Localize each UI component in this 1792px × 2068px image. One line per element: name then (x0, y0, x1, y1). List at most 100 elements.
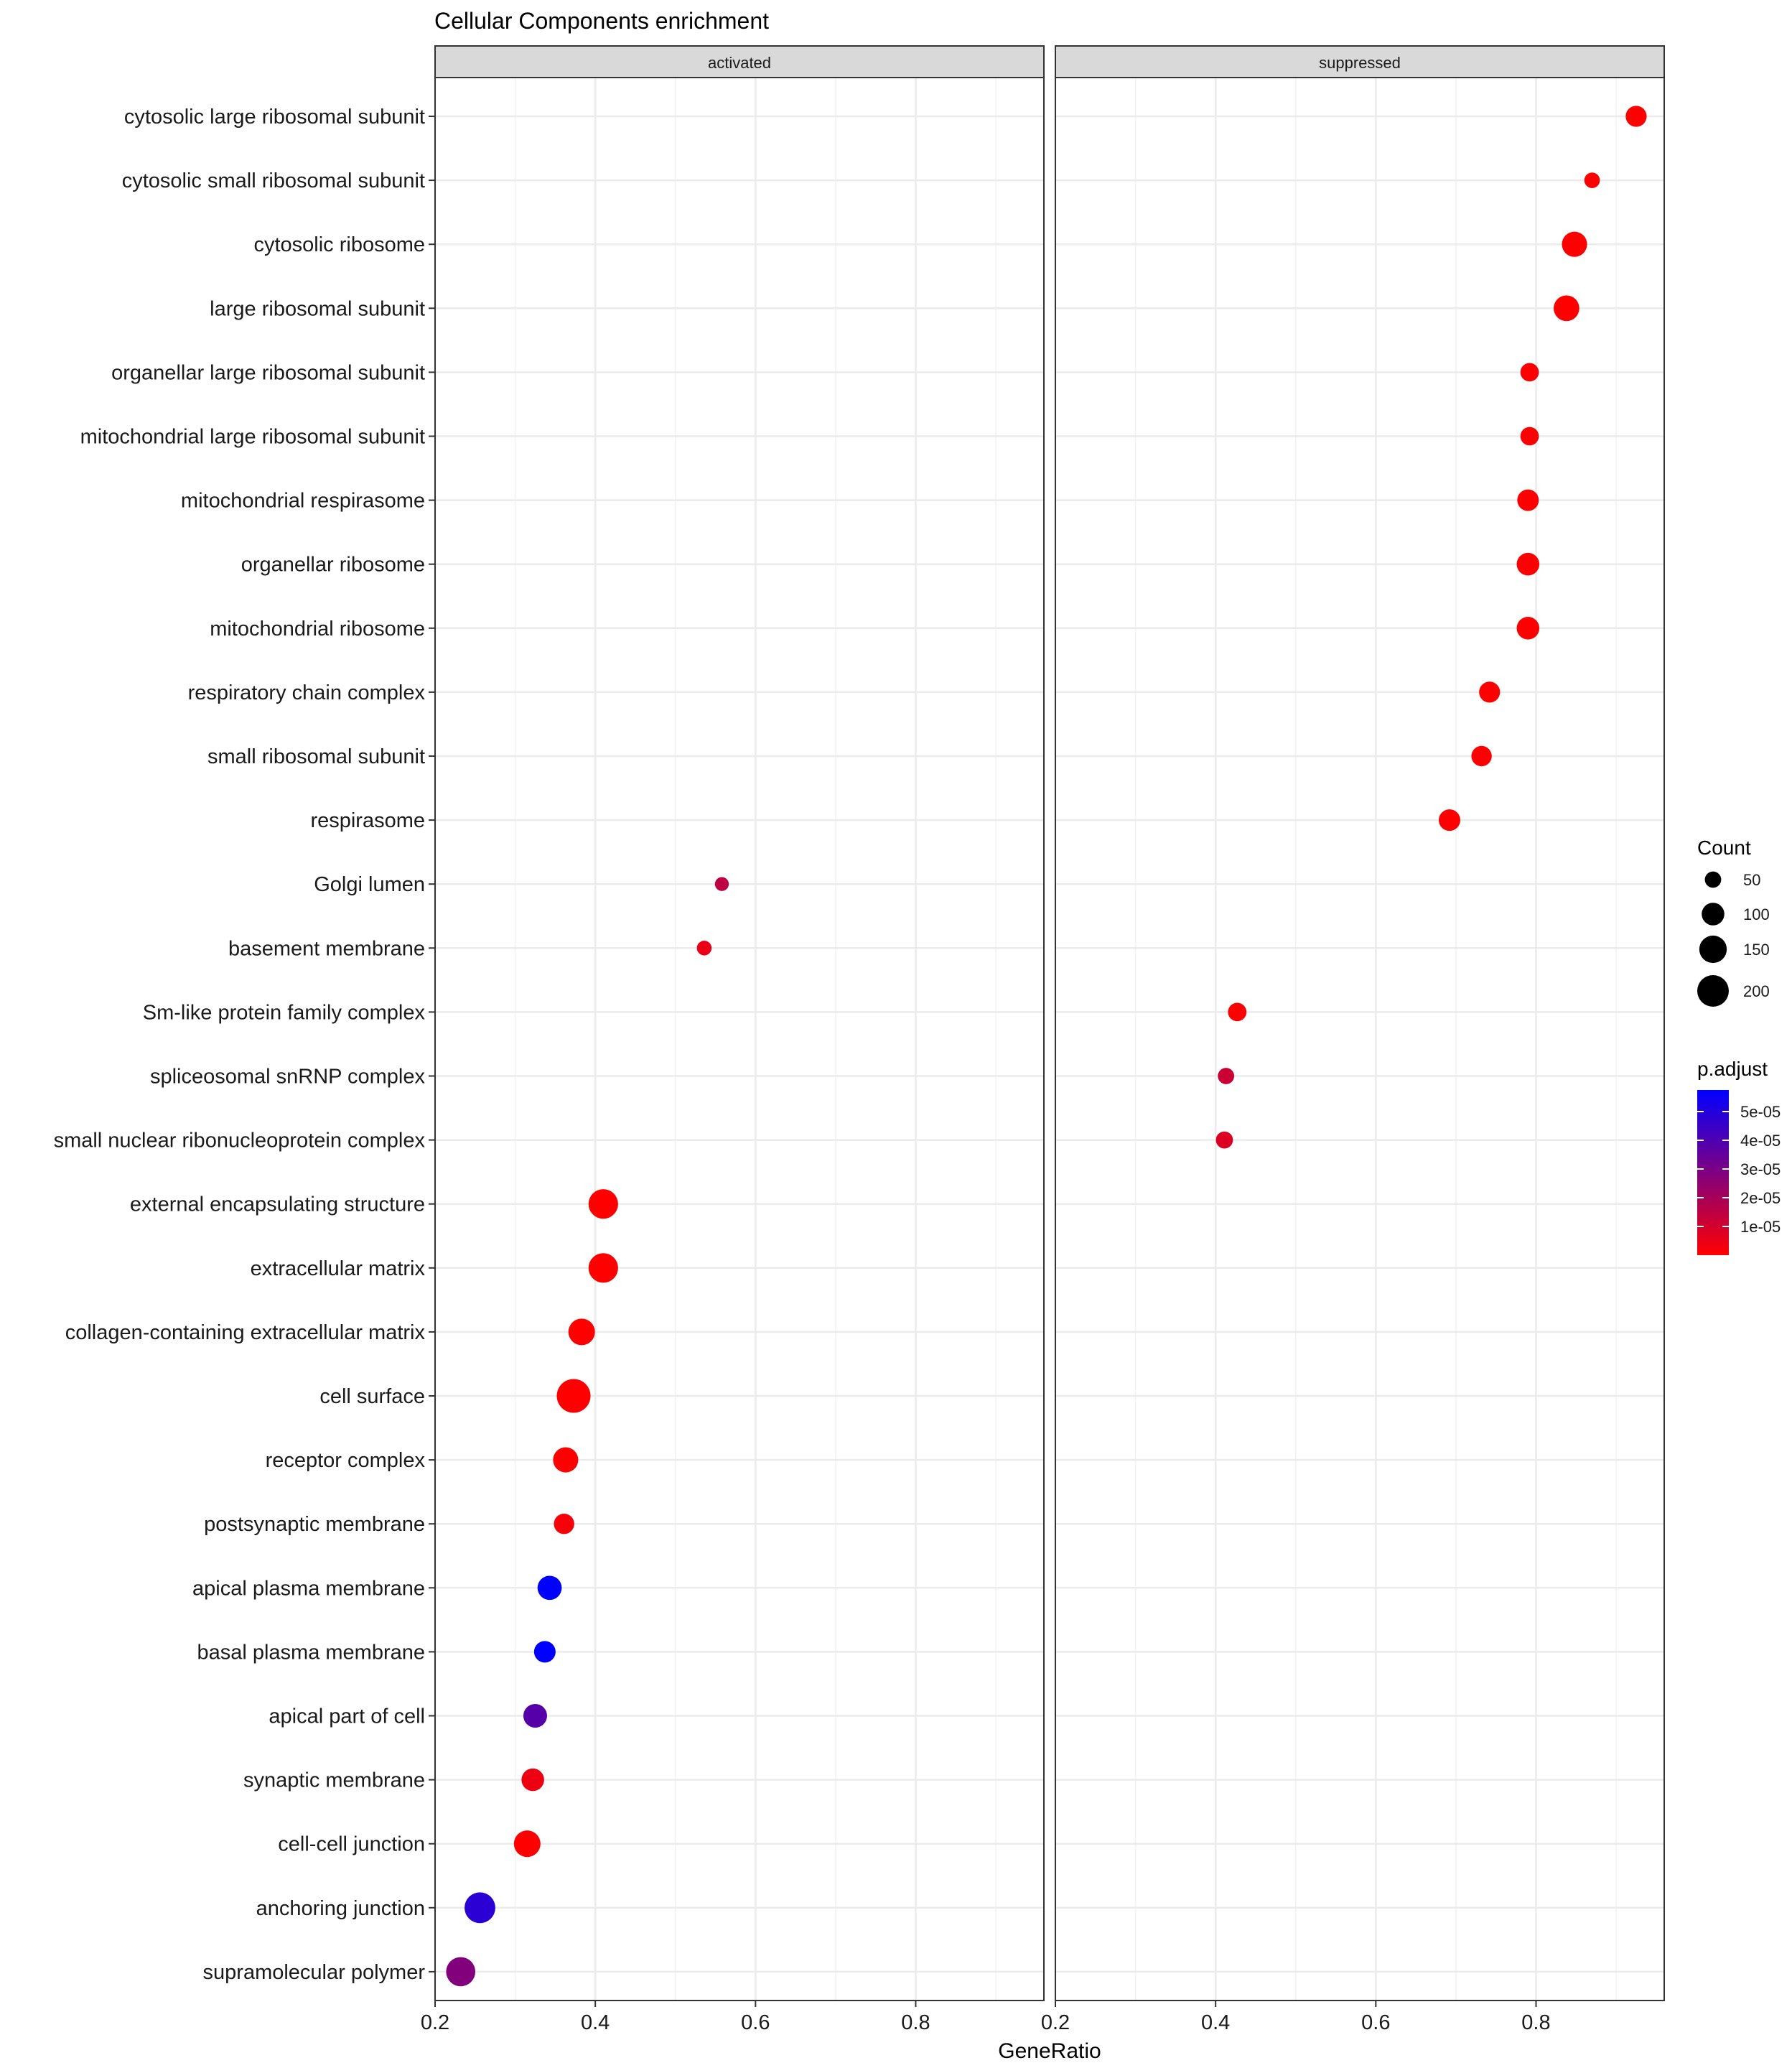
point-supramolecular-polymer (446, 1957, 476, 1987)
color-legend-label: 4e-05 (1740, 1132, 1781, 1150)
panel-suppressed: suppressed (1054, 45, 1665, 2001)
panel-activated: activated (434, 45, 1045, 2001)
panel-background-suppressed (1055, 78, 1664, 2001)
y-tick-label: external encapsulating structure (130, 1193, 425, 1216)
point-apical-plasma-membrane (537, 1575, 562, 1601)
point-large-ribosomal-subunit (1554, 295, 1579, 322)
x-tick-label: 0.8 (901, 2011, 930, 2034)
points-suppressed (1215, 106, 1647, 1149)
y-tick-label: postsynaptic membrane (204, 1513, 425, 1536)
point-anchoring-junction (465, 1892, 495, 1924)
point-extracellular-matrix (588, 1253, 618, 1283)
strip-label-suppressed: suppressed (1319, 54, 1401, 72)
y-tick-label: basement membrane (228, 937, 425, 960)
y-tick-label: apical part of cell (269, 1705, 425, 1728)
grid-activated (434, 78, 1044, 2001)
y-tick-label: receptor complex (266, 1449, 426, 1472)
y-tick-label: mitochondrial respirasome (181, 490, 425, 513)
point-mitochondrial-respirasome (1517, 489, 1539, 511)
point-cytosolic-small-ribosomal-subunit (1584, 172, 1600, 188)
y-tick-label: spliceosomal snRNP complex (150, 1066, 426, 1089)
x-tick-label: 0.6 (1361, 2011, 1390, 2034)
x-axis-title: GeneRatio (998, 2039, 1101, 2063)
y-tick-label: cytosolic ribosome (253, 233, 425, 256)
panel-border-activated (434, 77, 1045, 2001)
y-tick-label: mitochondrial large ribosomal subunit (80, 426, 425, 449)
color-legend-bar (1697, 1090, 1729, 1255)
strip-suppressed (1055, 45, 1665, 78)
point-basal-plasma-membrane (533, 1641, 556, 1663)
point-cytosolic-large-ribosomal-subunit (1625, 106, 1647, 127)
color-legend-label: 5e-05 (1740, 1103, 1781, 1121)
size-legend-label: 100 (1743, 905, 1770, 923)
y-axis-labels: cytosolic large ribosomal subunit cytosol… (54, 106, 435, 1984)
y-tick-label: large ribosomal subunit (210, 297, 425, 320)
color-legend-title: p.adjust (1697, 1058, 1768, 1080)
points-activated (446, 877, 729, 1987)
point-small-nuclear-ribonucleoprotein-complex (1215, 1131, 1233, 1149)
strip-activated (434, 45, 1045, 78)
size-legend-items: 50 100 150 200 (1697, 871, 1770, 1007)
y-tick-label: mitochondrial ribosome (210, 618, 425, 641)
y-tick-label: Golgi lumen (314, 873, 425, 896)
point-synaptic-membrane (521, 1768, 544, 1792)
point-collagen-containing-extracellular-matrix (568, 1318, 595, 1346)
y-tick-label: small ribosomal subunit (207, 745, 425, 768)
x-tick-label: 0.6 (741, 2011, 770, 2034)
x-tick-label: 0.4 (581, 2011, 610, 2034)
point-golgi-lumen (714, 877, 729, 891)
strip-label-activated: activated (708, 54, 771, 72)
color-legend-ticks: 1e-05 2e-05 3e-05 4e-05 5e-05 (1697, 1103, 1781, 1236)
size-legend-dot (1702, 903, 1725, 926)
color-legend: p.adjust 1e-05 2e-05 3e-05 4e-05 5e-05 (1697, 1058, 1781, 1255)
point-external-encapsulating-structure (588, 1189, 618, 1219)
color-legend-label: 2e-05 (1740, 1189, 1781, 1207)
point-cell-surface (556, 1379, 591, 1413)
point-organellar-large-ribosomal-subunit (1520, 363, 1539, 382)
y-tick-label: anchoring junction (256, 1897, 425, 1920)
y-tick-label: supramolecular polymer (203, 1961, 426, 1984)
x-tick-label: 0.8 (1521, 2011, 1550, 2034)
point-respiratory-chain-complex (1479, 681, 1501, 703)
point-small-ribosomal-subunit (1471, 745, 1492, 767)
y-tick-label: basal plasma membrane (197, 1641, 425, 1664)
point-cell-cell-junction (513, 1830, 541, 1858)
y-tick-label: cytosolic small ribosomal subunit (122, 169, 425, 192)
y-tick-label: small nuclear ribonucleoprotein complex (54, 1130, 426, 1152)
point-respirasome (1438, 809, 1460, 832)
color-legend-label: 3e-05 (1740, 1160, 1781, 1178)
x-axis: 0.2 0.4 0.6 0.8 0.2 0.4 0.6 0.8 (421, 2001, 1551, 2034)
size-legend-dot (1697, 975, 1729, 1007)
size-legend-label: 200 (1743, 982, 1770, 1000)
x-tick-label: 0.2 (421, 2011, 449, 2034)
panel-border-suppressed (1055, 77, 1665, 2001)
point-basement-membrane (696, 941, 712, 956)
point-spliceosomal-snrnp-complex (1218, 1068, 1235, 1084)
size-legend-dot (1704, 871, 1722, 888)
y-tick-label: Sm-like protein family complex (143, 1001, 426, 1024)
y-tick-label: apical plasma membrane (192, 1577, 425, 1600)
y-tick-label: extracellular matrix (251, 1257, 426, 1280)
x-tick-label: 0.2 (1041, 2011, 1070, 2034)
y-tick-label: collagen-containing extracellular matrix (65, 1321, 426, 1344)
y-tick-label: cell-cell junction (278, 1833, 425, 1856)
y-tick-label: organellar ribosome (241, 554, 425, 577)
x-tick-label: 0.4 (1201, 2011, 1230, 2034)
y-tick-label: synaptic membrane (243, 1769, 425, 1792)
point-postsynaptic-membrane (554, 1514, 574, 1534)
point-receptor-complex (553, 1447, 579, 1473)
y-tick-label: respiratory chain complex (188, 681, 426, 704)
point-sm-like-protein-family-complex (1228, 1002, 1247, 1022)
size-legend-label: 150 (1743, 941, 1770, 959)
y-tick-label: cytosolic large ribosomal subunit (124, 106, 425, 129)
size-legend-title: Count (1697, 837, 1751, 859)
chart-title: Cellular Components enrichment (434, 8, 769, 34)
panel-background-activated (435, 78, 1044, 2001)
point-organellar-ribosome (1516, 552, 1540, 576)
color-legend-label: 1e-05 (1740, 1218, 1781, 1236)
size-legend: Count 50 100 150 200 (1697, 837, 1770, 1007)
point-cytosolic-ribosome (1562, 231, 1587, 257)
size-legend-label: 50 (1743, 871, 1760, 889)
y-tick-label: organellar large ribosomal subunit (111, 361, 425, 384)
